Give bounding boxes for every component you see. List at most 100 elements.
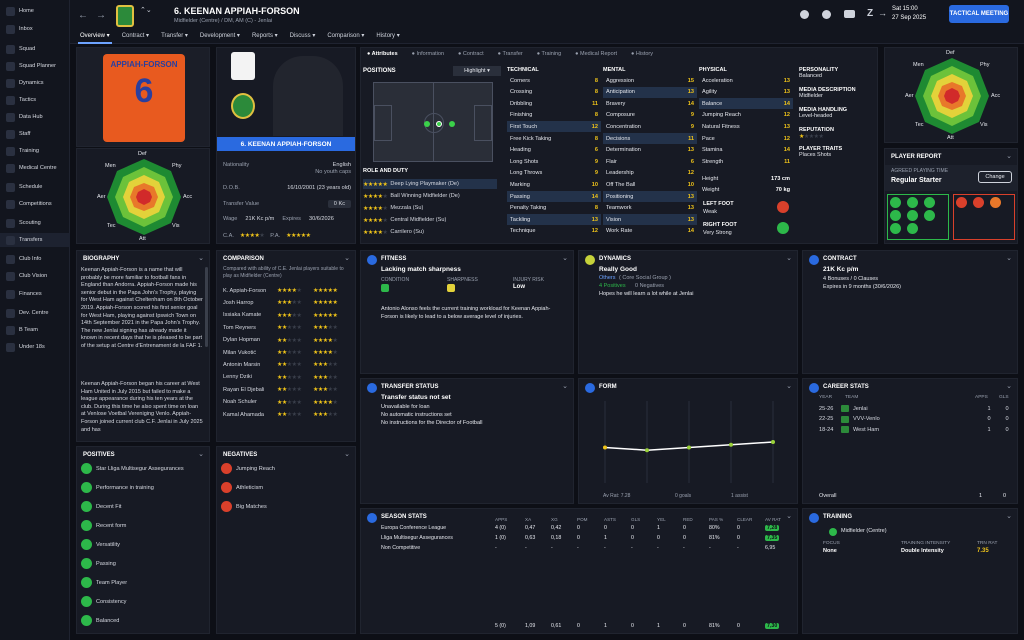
negative-item[interactable]: Big Matches [221,501,351,512]
attribute-row[interactable]: Long Throws 9 [510,170,598,177]
highlight-select[interactable]: Highlight ▾ [453,66,501,76]
attribute-row[interactable]: Crossing 8 [510,89,598,96]
positive-item[interactable]: Decent Fit [81,501,205,512]
attribute-row[interactable]: Finishing 8 [510,112,598,119]
forward-icon[interactable]: → [96,10,106,21]
attribute-row[interactable]: Technique 12 [510,228,598,235]
sidebar-item-transfers[interactable]: Transfers [0,233,70,247]
attribute-row[interactable]: Teamwork 13 [606,205,694,212]
comparison-row[interactable]: Kamal Ahamada ★★★★★ ★★★★★ [223,411,338,419]
attribute-row[interactable]: Free Kick Taking 8 [510,135,598,142]
attribute-row[interactable]: Dribbling 11 [510,100,598,107]
attribute-row[interactable]: Heading 6 [510,147,598,154]
settings-icon[interactable] [800,10,809,19]
tab-comparison[interactable]: Comparison ▾ [327,33,365,39]
attribute-row[interactable]: Jumping Reach 12 [702,112,790,119]
chevron-down-icon[interactable]: ⌄ [198,255,204,262]
attribute-row[interactable]: Flair 6 [606,158,694,165]
season-competition[interactable]: Non Competitive [381,545,421,551]
attribute-row[interactable]: Natural Fitness 13 [702,123,790,130]
subtab-history[interactable]: ● History [631,51,653,57]
comparison-row[interactable]: Lenny Dziki ★★★★★ ★★★★★ [223,374,338,381]
comparison-row[interactable]: Milan Vukotić ★★★★★ ★★★★★ [223,349,338,357]
comparison-row[interactable]: Noah Schuler ★★★★★ ★★★★★ [223,399,338,406]
tab-development[interactable]: Development ▾ [199,33,240,39]
comparison-row[interactable]: K. Appiah-Forson ★★★★★ ★★★★★ [223,287,338,295]
chevron-down-icon[interactable]: ⌄ [198,451,204,458]
sidebar-item-club-info[interactable]: Club Info [0,252,70,266]
chevron-down-icon[interactable]: ⌄ [562,383,568,390]
next-arrow-icon[interactable]: → [878,8,887,18]
attribute-row[interactable]: Positioning 13 [603,191,697,202]
sidebar-item-medical-centre[interactable]: Medical Centre [0,161,70,175]
form-point[interactable] [771,440,775,444]
tab-transfer[interactable]: Transfer ▾ [161,33,188,39]
comparison-row[interactable]: Dylan Hopman ★★★★★ ★★★★★ [223,337,338,344]
chevron-down-icon[interactable]: ⌄ [786,513,792,520]
sidebar-item-home[interactable]: Home [0,4,70,18]
attribute-row[interactable]: Penalty Taking 8 [510,205,598,212]
positions-title[interactable]: POSITIONS [363,68,396,74]
season-competition[interactable]: Lliga Multisegur Assegurances [381,535,453,541]
attribute-row[interactable]: Composure 9 [606,112,694,119]
positive-item[interactable]: Consistency [81,596,205,607]
tab-discuss[interactable]: Discuss ▾ [289,33,316,39]
role-item[interactable]: Mezzala (Su) [390,205,424,211]
comparison-row[interactable]: Tom Reyners ★★★★★ ★★★★★ [223,324,338,332]
subtab-attributes[interactable]: ● Attributes [367,51,398,57]
subtab-transfer[interactable]: ● Transfer [497,51,523,57]
tab-reports[interactable]: Reports ▾ [251,33,278,39]
sidebar-item-schedule[interactable]: Schedule [0,180,70,194]
sidebar-item-club-vision[interactable]: Club Vision [0,269,70,283]
sidebar-item-under-18s[interactable]: Under 18s [0,340,70,354]
attribute-row[interactable]: Pace 12 [702,135,790,142]
sidebar-item-scouting[interactable]: Scouting [0,216,70,230]
subtab-contract[interactable]: ● Contract [458,51,484,57]
attribute-row[interactable]: Leadership 12 [606,170,694,177]
sidebar-item-inbox[interactable]: Inbox [0,22,70,36]
attribute-row[interactable]: Marking 10 [510,181,598,188]
sidebar-item-b-team[interactable]: B Team [0,323,70,337]
form-point[interactable] [729,442,733,447]
chevron-down-icon[interactable]: ⌄ [344,451,350,458]
change-button[interactable]: Change [978,171,1012,183]
sidebar-item-data-hub[interactable]: Data Hub [0,110,70,124]
positive-item[interactable]: Passing [81,558,205,569]
chevron-down-icon[interactable]: ⌄ [1006,255,1012,262]
attribute-row[interactable]: Vision 13 [603,214,697,226]
positive-item[interactable]: Recent form [81,520,205,531]
help-icon[interactable] [822,10,831,19]
comparison-row[interactable]: Rayan El Djebali ★★★★★ ★★★★★ [223,386,338,394]
attribute-row[interactable]: Aggression 15 [606,77,694,84]
positive-item[interactable]: Star Lliga Multisegur Assegurances [81,463,205,474]
tab-history[interactable]: History ▾ [376,33,400,39]
sidebar-item-finances[interactable]: Finances [0,287,70,301]
attribute-row[interactable]: Anticipation 13 [603,86,697,98]
social-group[interactable]: Others [599,275,616,281]
attribute-row[interactable]: Tackling 13 [507,214,601,226]
form-point[interactable] [645,448,649,453]
tab-overview[interactable]: Overview ▾ [78,31,112,44]
career-row[interactable]: 25-26 Jenlai 1 0 [819,405,1009,412]
back-icon[interactable]: ← [78,10,88,21]
sidebar-item-tactics[interactable]: Tactics [0,93,70,107]
positive-item[interactable]: Balanced [81,615,205,626]
chevron-down-icon[interactable]: ⌄ [1006,153,1012,160]
chevron-down-icon[interactable]: ⌄ [1006,513,1012,520]
attribute-row[interactable]: Long Shots 9 [510,158,598,165]
sidebar-item-training[interactable]: Training [0,144,70,158]
chevron-updown-icon[interactable]: ⌃⌄ [140,7,152,14]
sidebar-item-dev-centre[interactable]: Dev. Centre [0,306,70,320]
subtab-medical-report[interactable]: ● Medical Report [575,51,618,57]
attribute-row[interactable]: Determination 13 [606,147,694,154]
z-logo-icon[interactable]: Z [867,8,874,19]
subtab-training[interactable]: ● Training [536,51,562,57]
sidebar-item-squad-planner[interactable]: Squad Planner [0,59,70,73]
attribute-row[interactable]: Strength 11 [702,158,790,165]
chevron-down-icon[interactable]: ⌄ [562,255,568,262]
attribute-row[interactable]: First Touch 12 [507,121,601,133]
role-item[interactable]: Ball Winning Midfielder (De) [390,193,460,199]
role-item[interactable]: Carrilero (Su) [390,229,424,235]
subtab-information[interactable]: ● Information [411,51,445,57]
form-point[interactable] [603,445,607,450]
